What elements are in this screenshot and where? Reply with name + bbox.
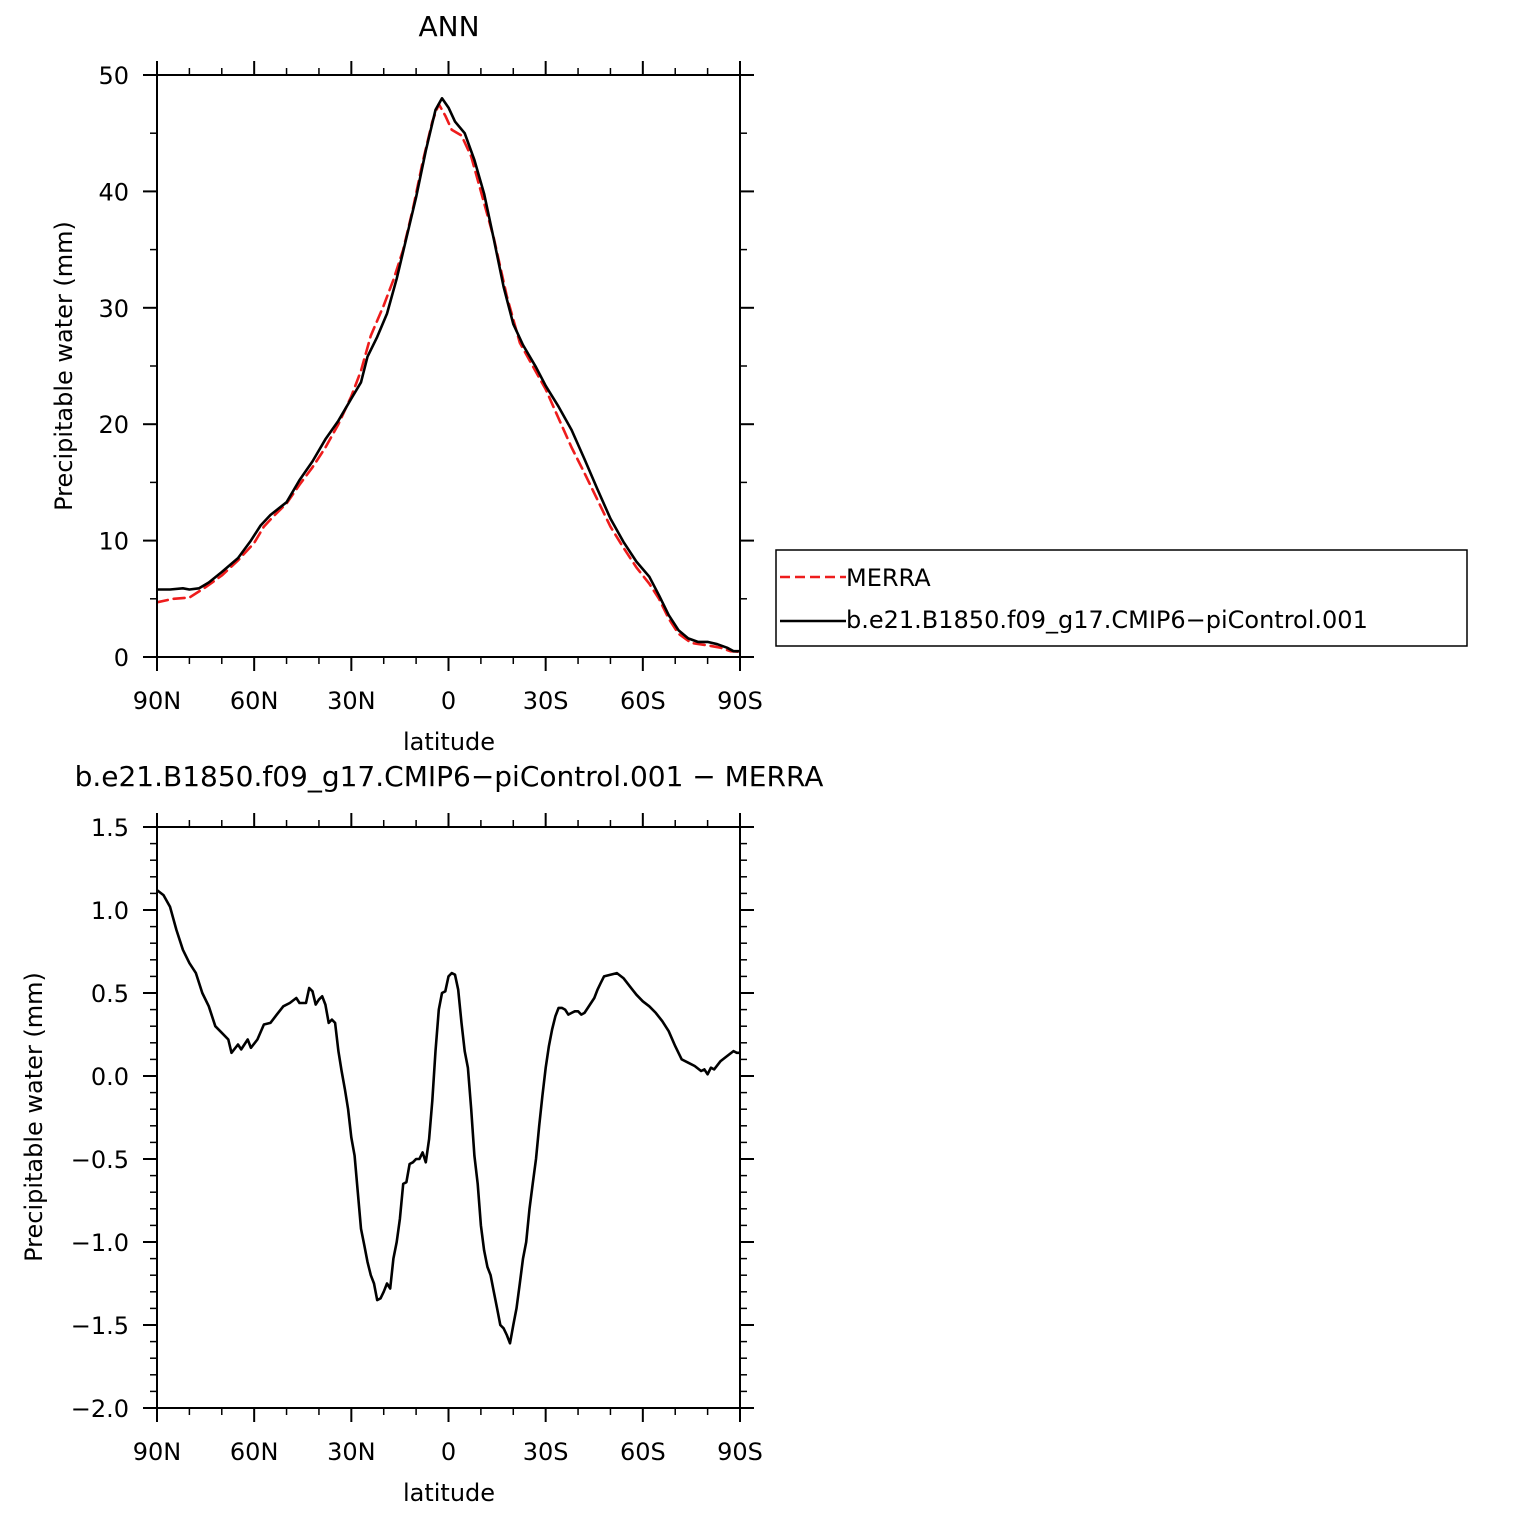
y-tick-label: 30 — [98, 295, 129, 323]
x-tick-label: 30S — [523, 1438, 569, 1466]
x-tick-label: 60S — [620, 1438, 666, 1466]
plot-frame — [156, 74, 741, 658]
legend-label-merra: MERRA — [846, 564, 931, 592]
bottom-y-axis-label: Precipitable water (mm) — [20, 972, 48, 1262]
x-tick-label: 60S — [620, 687, 666, 715]
top-plot-area: 0 10 20 30 40 50 90N 60N 30N 0 30S 60S 90S — [98, 61, 763, 715]
x-tick-label: 60N — [230, 687, 279, 715]
bottom-x-axis-label: latitude — [403, 1479, 495, 1507]
y-tick-label: −2.0 — [71, 1395, 129, 1423]
top-panel: ANN 0 10 20 30 40 50 90N 60N 30N 0 30S 60S 90S latit… — [50, 10, 763, 756]
y-tick-label: 1.5 — [91, 814, 129, 842]
series-group — [156, 888, 741, 1345]
x-tick-label: 0 — [441, 687, 456, 715]
top-chart-title: ANN — [418, 10, 479, 43]
y-tick-label: 20 — [98, 411, 129, 439]
x-tick-label: 60N — [230, 1438, 279, 1466]
top-y-axis-label: Precipitable water (mm) — [50, 221, 78, 511]
plot-frame — [156, 826, 741, 1409]
legend-box — [775, 549, 1468, 647]
x-tick-label: 90N — [133, 1438, 182, 1466]
y-tick-label: 10 — [98, 528, 129, 556]
y-tick-label: 0.5 — [91, 980, 129, 1008]
x-tick-label: 90S — [717, 1438, 763, 1466]
x-tick-label: 90N — [133, 687, 182, 715]
y-tick-label: 0.0 — [91, 1063, 129, 1091]
y-tick-label: 0 — [114, 644, 129, 672]
y-tick-label: −1.5 — [71, 1312, 129, 1340]
bottom-chart-title: b.e21.B1850.f09_g17.CMIP6−piControl.001 … — [75, 760, 824, 793]
series-group — [156, 97, 741, 654]
x-tick-label: 30N — [327, 1438, 376, 1466]
y-tick-label: −1.0 — [71, 1229, 129, 1257]
legend-label-model: b.e21.B1850.f09_g17.CMIP6−piControl.001 — [846, 606, 1368, 634]
bottom-panel: b.e21.B1850.f09_g17.CMIP6−piControl.001 … — [20, 760, 823, 1507]
top-x-axis-label: latitude — [403, 728, 495, 756]
x-tick-label: 0 — [441, 1438, 456, 1466]
y-tick-label: 40 — [98, 178, 129, 206]
x-tick-label: 30N — [327, 687, 376, 715]
x-tick-label: 30S — [523, 687, 569, 715]
series-line-model — [156, 97, 741, 653]
y-tick-label: 50 — [98, 62, 129, 90]
series-line-difference — [156, 888, 741, 1345]
y-tick-label: −0.5 — [71, 1146, 129, 1174]
y-tick-label: 1.0 — [91, 897, 129, 925]
x-tick-label: 90S — [717, 687, 763, 715]
legend: MERRA b.e21.B1850.f09_g17.CMIP6−piContro… — [775, 549, 1468, 647]
series-line-merra — [156, 102, 741, 654]
